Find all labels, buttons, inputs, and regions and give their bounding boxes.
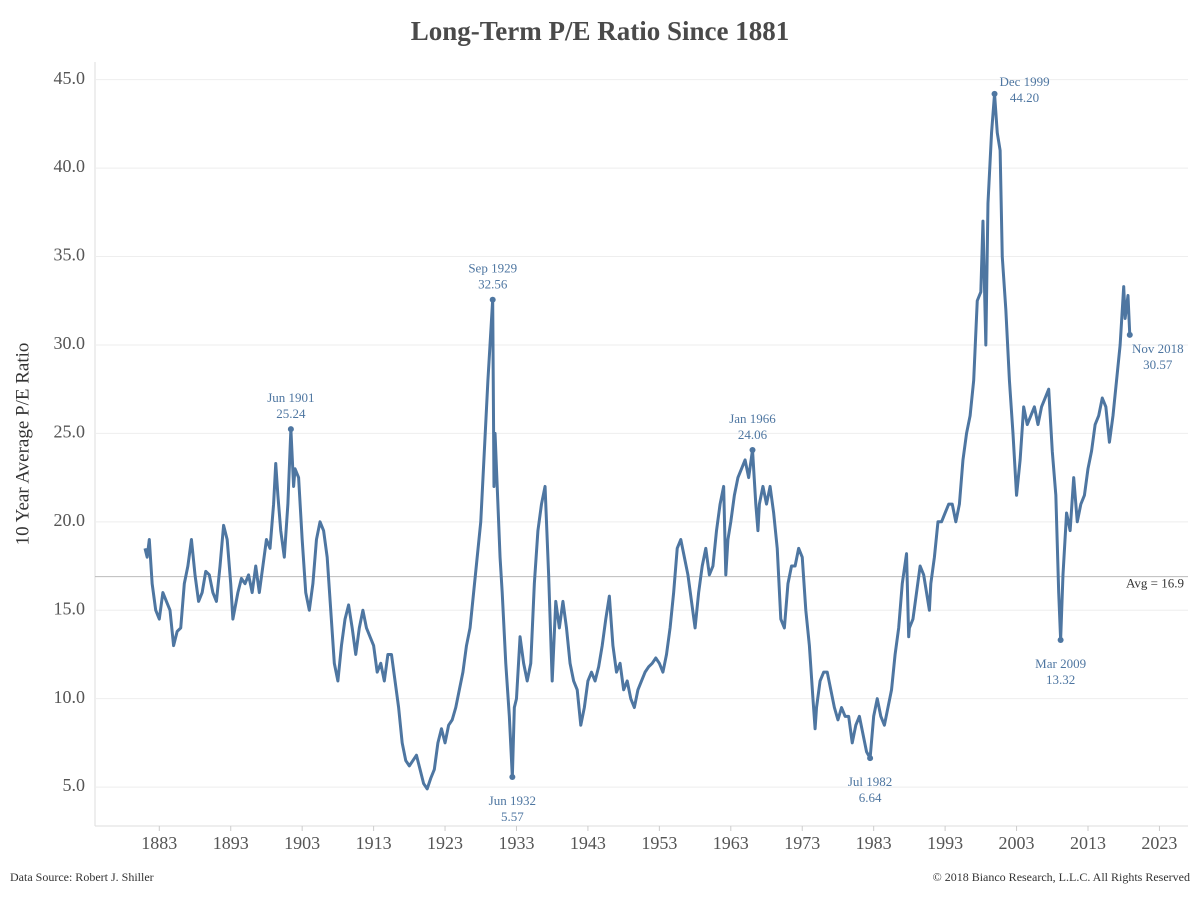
annotation-date: Mar 2009 [1035,656,1086,671]
y-tick-label: 5.0 [63,775,86,795]
x-tick-label: 2003 [999,833,1035,853]
x-tick-label: 1973 [784,833,820,853]
x-tick-label: 1893 [213,833,249,853]
annotation-point [489,296,496,303]
annotation-date: Nov 2018 [1132,341,1184,356]
annotation-point [1057,636,1064,643]
annotation-date: Dec 1999 [999,74,1049,89]
x-tick-label: 1943 [570,833,606,853]
x-tick-label: 1933 [498,833,534,853]
annotation-point [867,755,874,762]
annotation-value: 6.64 [859,790,882,805]
x-tick-label: 1923 [427,833,463,853]
x-tick-label: 1983 [856,833,892,853]
y-tick-label: 10.0 [54,687,86,707]
y-tick-label: 40.0 [54,156,86,176]
annotation-date: Jul 1982 [848,774,892,789]
chart-title: Long-Term P/E Ratio Since 1881 [411,16,790,46]
annotation-point [1126,331,1133,338]
copyright: © 2018 Bianco Research, L.L.C. All Right… [933,870,1190,884]
annotation-value: 32.56 [478,277,508,292]
annotation-point [749,447,756,454]
annotation-value: 44.20 [1010,90,1039,105]
annotation-date: Jun 1932 [489,793,536,808]
avg-label: Avg = 16.9 [1126,576,1184,591]
x-tick-label: 1903 [284,833,320,853]
y-tick-label: 35.0 [54,245,86,265]
y-tick-label: 45.0 [54,68,86,88]
x-tick-label: 2023 [1141,833,1177,853]
annotation-date: Jan 1966 [729,411,776,426]
annotation-value: 5.57 [501,809,524,824]
annotation-value: 30.57 [1143,357,1173,372]
x-tick-label: 1963 [713,833,749,853]
annotation-date: Sep 1929 [468,261,517,276]
y-tick-label: 20.0 [54,510,86,530]
x-tick-label: 1993 [927,833,963,853]
pe-line [143,92,1132,791]
x-tick-label: 2013 [1070,833,1106,853]
y-tick-label: 15.0 [54,598,86,618]
annotation-point [991,90,998,97]
y-tick-label: 30.0 [54,333,86,353]
source: Data Source: Robert J. Shiller [10,870,154,884]
x-tick-label: 1953 [641,833,677,853]
y-axis-label: 10 Year Average P/E Ratio [12,343,33,546]
annotation-value: 24.06 [738,427,768,442]
annotation-point [287,426,294,433]
annotation-value: 13.32 [1046,672,1075,687]
x-tick-label: 1883 [141,833,177,853]
annotation-date: Jun 1901 [267,390,314,405]
annotation-value: 25.24 [276,406,306,421]
annotation-point [509,774,516,781]
y-tick-label: 25.0 [54,422,86,442]
x-tick-label: 1913 [356,833,392,853]
